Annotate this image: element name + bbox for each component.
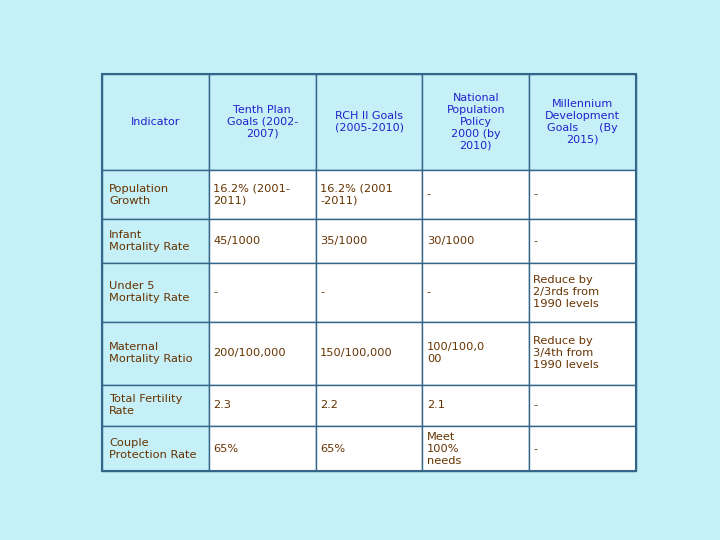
Bar (529, 426, 636, 471)
Text: 200/100,000: 200/100,000 (213, 348, 286, 358)
Text: -: - (534, 190, 538, 199)
Bar (102, 384, 209, 426)
Bar (102, 74, 209, 170)
Bar (529, 263, 636, 322)
Text: 45/1000: 45/1000 (213, 236, 261, 246)
Bar (209, 384, 315, 426)
Bar (423, 74, 529, 170)
Bar (423, 384, 529, 426)
Text: 2.1: 2.1 (427, 400, 445, 410)
Bar (423, 170, 529, 219)
Text: National
Population
Policy
2000 (by
2010): National Population Policy 2000 (by 2010… (446, 93, 505, 151)
Bar (529, 219, 636, 263)
Text: 16.2% (2001-
2011): 16.2% (2001- 2011) (213, 184, 290, 206)
Bar (315, 384, 423, 426)
Text: Couple
Protection Rate: Couple Protection Rate (109, 437, 197, 460)
Bar (102, 322, 209, 384)
Bar (315, 426, 423, 471)
Bar (102, 219, 209, 263)
Text: 16.2% (2001
-2011): 16.2% (2001 -2011) (320, 184, 393, 206)
Text: -: - (534, 444, 538, 454)
Text: Under 5
Mortality Rate: Under 5 Mortality Rate (109, 281, 189, 303)
Text: 65%: 65% (213, 444, 238, 454)
Bar (209, 322, 315, 384)
Bar (102, 170, 209, 219)
Text: Total Fertility
Rate: Total Fertility Rate (109, 394, 182, 416)
Text: Reduce by
2/3rds from
1990 levels: Reduce by 2/3rds from 1990 levels (534, 275, 600, 309)
Text: RCH II Goals
(2005-2010): RCH II Goals (2005-2010) (335, 111, 403, 133)
Bar (315, 219, 423, 263)
Text: 65%: 65% (320, 444, 346, 454)
Text: 35/1000: 35/1000 (320, 236, 367, 246)
Bar (423, 263, 529, 322)
Text: Indicator: Indicator (131, 117, 180, 127)
Text: -: - (427, 190, 431, 199)
Text: Meet
100%
needs: Meet 100% needs (427, 431, 462, 465)
Text: Tenth Plan
Goals (2002-
2007): Tenth Plan Goals (2002- 2007) (227, 105, 298, 139)
Text: -: - (213, 287, 217, 297)
Bar (529, 384, 636, 426)
Text: 150/100,000: 150/100,000 (320, 348, 393, 358)
Bar (209, 263, 315, 322)
Bar (315, 322, 423, 384)
Text: 100/100,0
00: 100/100,0 00 (427, 342, 485, 364)
Bar (423, 322, 529, 384)
Text: Population
Growth: Population Growth (109, 184, 169, 206)
Text: Reduce by
3/4th from
1990 levels: Reduce by 3/4th from 1990 levels (534, 336, 599, 370)
Text: Maternal
Mortality Ratio: Maternal Mortality Ratio (109, 342, 192, 364)
Bar (102, 263, 209, 322)
Text: 2.3: 2.3 (213, 400, 231, 410)
Bar (315, 170, 423, 219)
Bar (209, 170, 315, 219)
Bar (209, 219, 315, 263)
Bar (529, 74, 636, 170)
Bar (423, 426, 529, 471)
Bar (315, 263, 423, 322)
Bar (529, 322, 636, 384)
Bar (209, 426, 315, 471)
Bar (529, 170, 636, 219)
Bar (315, 74, 423, 170)
Text: -: - (320, 287, 324, 297)
Text: Millennium
Development
Goals      (By
2015): Millennium Development Goals (By 2015) (545, 99, 620, 145)
Text: 2.2: 2.2 (320, 400, 338, 410)
Text: -: - (427, 287, 431, 297)
Bar (209, 74, 315, 170)
Text: -: - (534, 400, 538, 410)
Text: 30/1000: 30/1000 (427, 236, 474, 246)
Bar (423, 219, 529, 263)
Bar (102, 426, 209, 471)
Text: -: - (534, 236, 538, 246)
Text: Infant
Mortality Rate: Infant Mortality Rate (109, 230, 189, 252)
